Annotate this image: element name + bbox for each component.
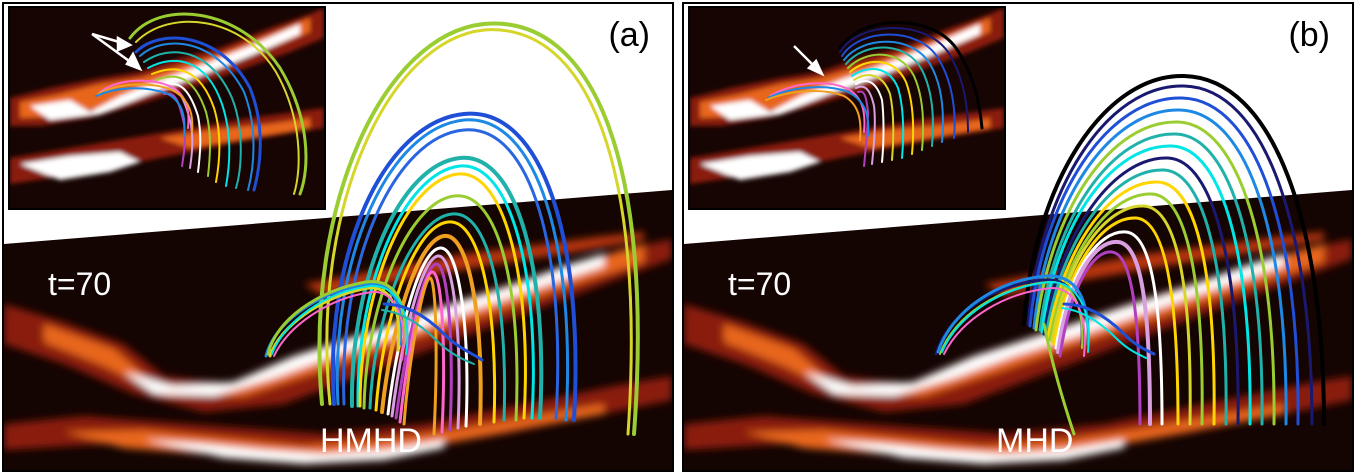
panel-label: (b) — [1288, 16, 1330, 54]
panel-b: (b) t=70 MHD — [682, 2, 1354, 472]
time-label: t=70 — [728, 266, 792, 302]
twisted-bundle — [934, 274, 1156, 436]
model-label: HMHD — [320, 422, 422, 460]
inset-b-image — [690, 8, 1004, 208]
twisted-bundle — [264, 280, 484, 365]
time-label: t=70 — [48, 266, 112, 302]
inset-b-arrow — [793, 45, 825, 77]
model-label: MHD — [996, 422, 1074, 460]
panel-a: (a) t=70 HMHD — [2, 2, 674, 472]
panel-b-scene — [684, 73, 1352, 470]
panel-label: (a) — [608, 16, 650, 54]
panel-a-scene — [4, 21, 672, 470]
inset-b — [688, 6, 1006, 210]
inset-a-arrows — [91, 32, 143, 72]
inset-a — [8, 6, 326, 210]
inset-a-image — [10, 8, 324, 208]
